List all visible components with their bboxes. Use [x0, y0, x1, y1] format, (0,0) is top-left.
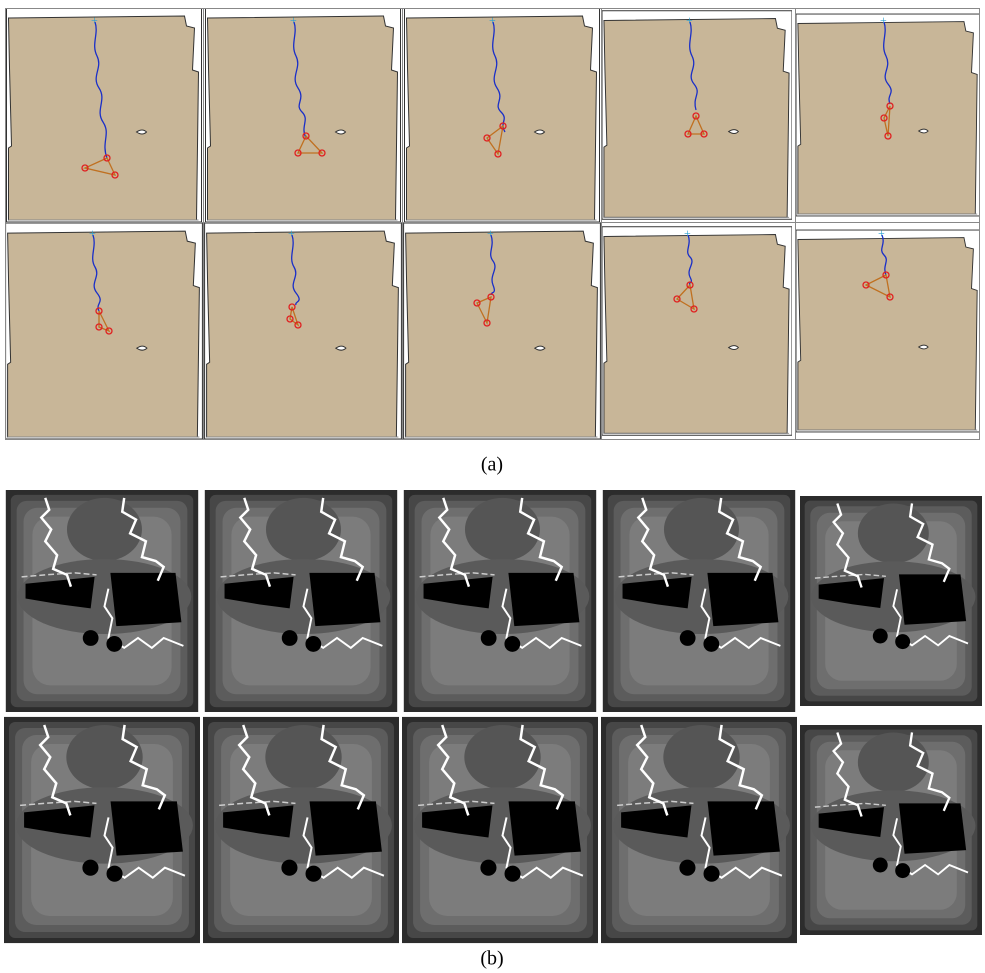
start-marker: +	[89, 226, 96, 240]
start-marker: +	[489, 13, 496, 27]
field-panel	[800, 725, 982, 935]
map-panel	[205, 223, 402, 439]
page: Figure {"figure": {"panels": [{"label": …	[0, 0, 985, 973]
start-marker: +	[91, 13, 98, 27]
map-panel	[602, 11, 792, 220]
map-panel	[6, 223, 203, 439]
figure: + + + + + +	[0, 0, 985, 973]
start-marker: +	[288, 226, 295, 240]
field-panel	[800, 496, 982, 706]
field-panel	[603, 490, 795, 712]
field-panel	[601, 717, 797, 943]
start-marker: +	[686, 13, 693, 27]
field-panel	[6, 490, 198, 712]
page-body: + + + + + +	[0, 0, 985, 973]
map-panel	[602, 227, 792, 436]
caption-a: (a)	[481, 454, 503, 476]
field-panel	[404, 490, 596, 712]
field-panel	[4, 717, 200, 943]
map-panel	[7, 8, 202, 222]
start-marker: +	[880, 13, 887, 27]
start-marker: +	[878, 226, 885, 240]
panel-grid-a	[6, 8, 980, 439]
map-panel	[404, 223, 601, 439]
map-panel	[206, 8, 401, 222]
field-panel	[205, 490, 397, 712]
caption-b: (b)	[480, 948, 503, 970]
start-marker: +	[290, 13, 297, 27]
start-marker: +	[487, 226, 494, 240]
panel-grid-b	[4, 490, 982, 943]
start-marker: +	[684, 226, 691, 240]
map-panel	[796, 14, 980, 216]
map-panel	[796, 230, 980, 432]
map-panel	[405, 8, 600, 222]
field-panel	[402, 717, 598, 943]
field-panel	[203, 717, 399, 943]
